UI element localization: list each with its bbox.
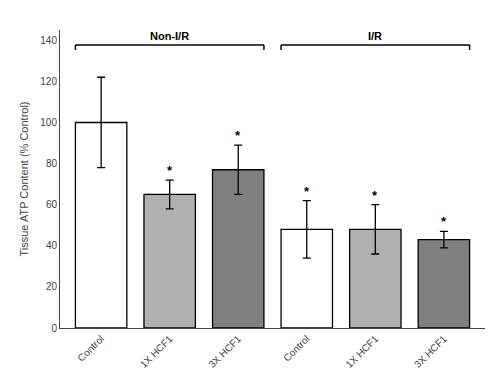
svg-text:I/R: I/R [368,30,382,42]
svg-text:60: 60 [46,199,58,210]
svg-text:120: 120 [40,76,57,87]
svg-text:*: * [372,188,378,203]
svg-text:*: * [167,163,173,178]
svg-text:*: * [304,184,310,199]
svg-text:40: 40 [46,240,58,251]
svg-text:1X HCF1: 1X HCF1 [138,333,175,370]
svg-text:1X HCF1: 1X HCF1 [343,333,380,370]
svg-text:*: * [441,214,447,229]
svg-text:80: 80 [46,158,58,169]
svg-text:3X HCF1: 3X HCF1 [412,333,449,370]
svg-text:3X HCF1: 3X HCF1 [206,333,243,370]
svg-text:*: * [235,128,241,143]
svg-text:Control: Control [281,333,312,364]
svg-text:Tissue ATP Content (% Control): Tissue ATP Content (% Control) [18,101,30,256]
svg-text:140: 140 [40,35,57,46]
svg-text:0: 0 [51,323,57,334]
svg-text:20: 20 [46,281,58,292]
svg-text:100: 100 [40,117,57,128]
svg-text:Control: Control [75,333,106,364]
svg-text:Non-I/R: Non-I/R [150,30,189,42]
